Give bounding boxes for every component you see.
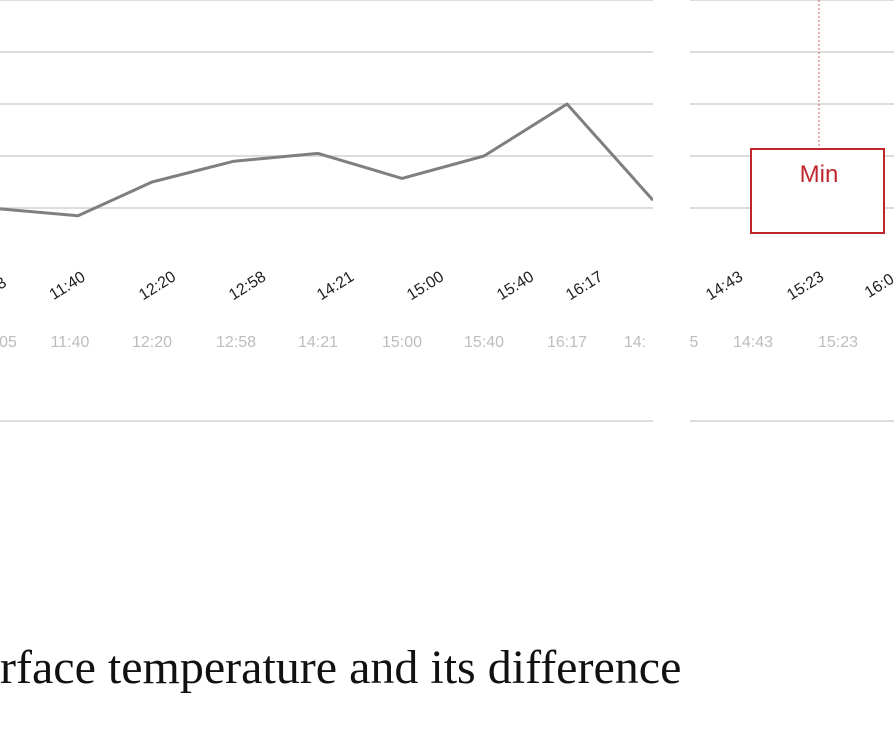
secondary-tick-label: 16:17 (547, 334, 587, 351)
secondary-tick-label: 14:21 (298, 334, 338, 351)
chart-area: 53 11:40 12:20 12:58 14:21 15:00 15:40 16:17 05… (0, 0, 894, 422)
x-tick-label: 53 (0, 274, 10, 298)
series-line (0, 102, 653, 218)
secondary-tick-label: 14: (624, 334, 646, 351)
secondary-tick-label: 15:23 (818, 334, 858, 351)
x-tick-label: 16:0 (862, 271, 894, 302)
figure-caption: rface temperature and its difference (0, 641, 682, 694)
x-tick-label: 14:43 (703, 268, 746, 304)
min-box (750, 148, 885, 234)
secondary-tick-label: 12:20 (132, 334, 172, 351)
secondary-tick-label: 14:43 (733, 334, 773, 351)
secondary-tick-label: 12:58 (216, 334, 256, 351)
min-label: Min (800, 161, 839, 188)
left-plot (0, 102, 654, 276)
min-annotation: Min (750, 0, 885, 234)
secondary-tick-label: 05 (0, 334, 17, 351)
x-tick-label: 15:23 (784, 268, 827, 304)
right-x-tick-labels: 14:43 15:23 16:0 (703, 268, 894, 304)
right-secondary-tick-labels: 5 14:43 15:23 (690, 334, 859, 351)
secondary-tick-label: 11:40 (51, 334, 90, 351)
tick-band (0, 246, 653, 276)
left-gridlines (0, 0, 653, 209)
secondary-tick-label: 5 (690, 334, 699, 351)
left-secondary-tick-labels: 05 11:40 12:20 12:58 14:21 15:00 15:40 16:17 14: (0, 334, 646, 351)
secondary-tick-label: 15:40 (464, 334, 504, 351)
secondary-tick-label: 15:00 (382, 334, 422, 351)
